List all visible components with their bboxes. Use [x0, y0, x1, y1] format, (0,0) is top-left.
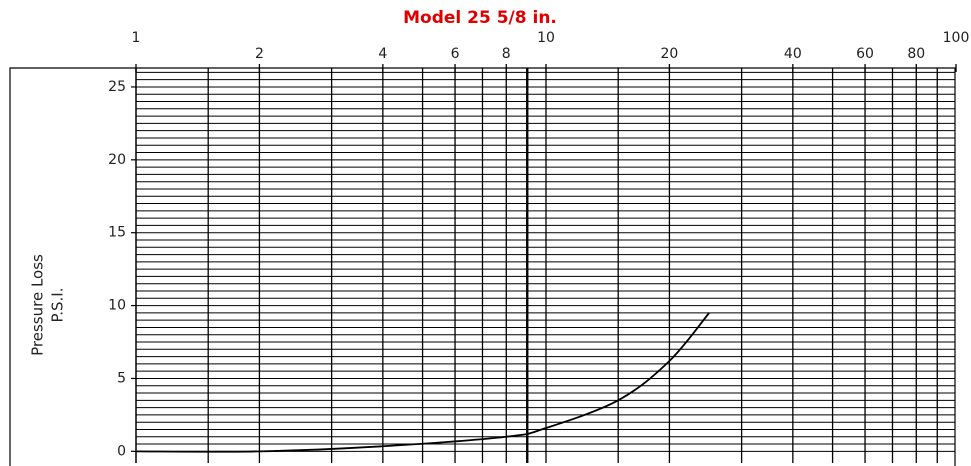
x-tick-label: 20	[661, 46, 679, 62]
x-tick-label: 6	[451, 46, 460, 62]
y-tick-label: 0	[117, 443, 126, 459]
curve	[135, 312, 710, 453]
x-tick-label: 40	[784, 46, 802, 62]
x-tick-label: 8	[502, 46, 511, 62]
x-tick-label: 100	[943, 30, 970, 46]
chart-title: Model 25 5/8 in.	[403, 8, 557, 28]
x-tick-label: 1	[132, 30, 141, 46]
x-tick-label: 4	[378, 46, 387, 62]
y-tick-label: 20	[108, 152, 126, 168]
y-axis-label: P.S.I.	[49, 288, 67, 323]
y-tick-label: 25	[108, 79, 126, 95]
x-tick-label: 80	[907, 46, 925, 62]
y-tick-label: 15	[108, 225, 126, 241]
x-tick-label: 10	[537, 30, 555, 46]
x-tick-label: 2	[255, 46, 264, 62]
y-axis-label: Pressure Loss	[29, 254, 47, 356]
y-tick-label: 10	[108, 298, 126, 314]
x-tick-label: 60	[856, 46, 874, 62]
y-tick-label: 5	[117, 370, 126, 386]
